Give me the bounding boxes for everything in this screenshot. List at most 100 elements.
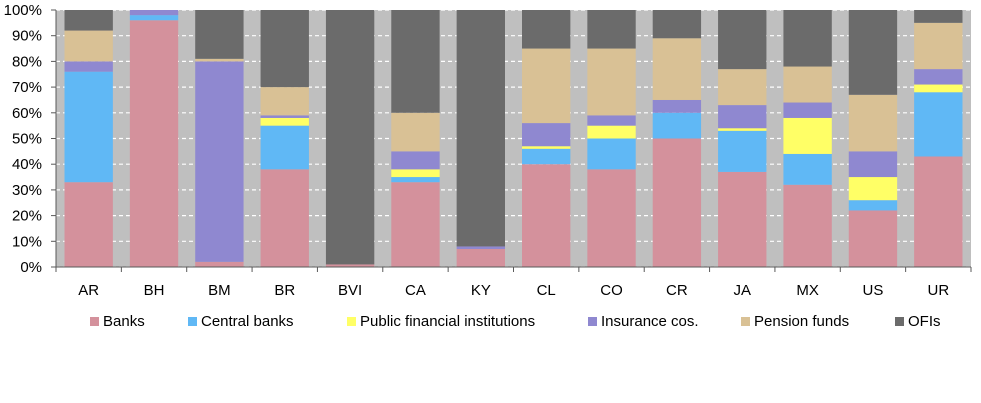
bar-segment-ofis: [64, 10, 113, 31]
bar-stack-cr: [652, 10, 702, 267]
bar-segment-public-financial-institutions: [718, 128, 767, 131]
bar-segment-public-financial-institutions: [914, 84, 963, 93]
bar-segment-insurance-cos: [260, 115, 309, 118]
bar-segment-ofis: [260, 10, 309, 88]
legend-item: Public financial institutions: [347, 313, 535, 330]
bar-segment-banks: [914, 156, 963, 267]
bar-stack-ja: [718, 10, 767, 267]
legend-swatch: [90, 317, 99, 326]
bar-segment-ofis: [391, 10, 440, 113]
bar-segment-banks: [718, 171, 767, 267]
y-axis: 0% 10% 20% 30% 40% 50% 60% 70% 80% 90% 100%: [4, 2, 57, 276]
bar-stack-bvi: [325, 10, 375, 267]
x-tick-label: CA: [405, 282, 426, 299]
bar-segment-banks: [325, 264, 375, 267]
bar-segment-banks: [783, 184, 832, 267]
bar-segment-central-banks: [129, 15, 179, 21]
bar-segment-central-banks: [914, 92, 963, 157]
y-tick-label: 50%: [12, 131, 42, 148]
bar-segment-banks: [848, 210, 898, 267]
bar-segment-central-banks: [522, 148, 571, 165]
legend-item: Insurance cos.: [588, 313, 699, 330]
bar-segment-public-financial-institutions: [587, 125, 636, 139]
bar-segment-pension-funds: [783, 66, 832, 103]
bar-segment-pension-funds: [522, 48, 571, 124]
bar-segment-pension-funds: [64, 30, 113, 62]
x-tick-label: BR: [274, 282, 295, 299]
bar-segment-banks: [64, 182, 113, 267]
bar-segment-pension-funds: [195, 58, 244, 62]
x-tick-label: KY: [471, 282, 491, 299]
x-tick-label: CL: [537, 282, 556, 299]
x-tick-label: CR: [666, 282, 688, 299]
legend-item: Central banks: [188, 313, 294, 330]
bar-segment-central-banks: [848, 200, 898, 211]
y-tick-label: 20%: [12, 208, 42, 225]
y-tick-label: 40%: [12, 156, 42, 173]
legend-label: Insurance cos.: [601, 313, 699, 330]
legend-label: Banks: [103, 313, 145, 330]
bar-stack-ky: [456, 10, 505, 267]
x-tick-label: MX: [796, 282, 819, 299]
bar-segment-pension-funds: [848, 94, 898, 152]
bar-segment-pension-funds: [260, 87, 309, 116]
y-tick-label: 60%: [12, 105, 42, 122]
bar-segment-ofis: [325, 10, 375, 265]
x-axis: AR BH BM BR BVI CA KY CL CO CR JA MX US UR: [55, 266, 972, 299]
bar-segment-ofis: [914, 10, 963, 23]
bar-segment-pension-funds: [914, 22, 963, 70]
bar-segment-pension-funds: [652, 38, 702, 100]
bar-segment-public-financial-institutions: [848, 177, 898, 201]
bar-segment-insurance-cos: [783, 102, 832, 118]
bar-segment-ofis: [456, 10, 505, 247]
bar-segment-central-banks: [587, 138, 636, 170]
bar-segment-banks: [195, 261, 244, 267]
x-tick-label: BVI: [338, 282, 362, 299]
bar-segment-ofis: [652, 10, 702, 39]
bar-segment-ofis: [522, 10, 571, 49]
bar-segment-central-banks: [260, 125, 309, 170]
legend-label: Public financial institutions: [360, 313, 535, 330]
x-tick-label: JA: [733, 282, 751, 299]
bar-segment-banks: [129, 20, 179, 268]
bar-segment-public-financial-institutions: [522, 146, 571, 149]
y-tick-label: 30%: [12, 182, 42, 199]
bar-segment-insurance-cos: [195, 61, 244, 262]
bar-segment-insurance-cos: [718, 105, 767, 129]
legend-swatch: [588, 317, 597, 326]
bar-segment-ofis: [195, 10, 244, 59]
bar-stack-bm: [195, 10, 244, 267]
x-tick-label: UR: [927, 282, 949, 299]
bar-stack-ar: [64, 10, 113, 267]
legend-label: OFIs: [908, 313, 941, 330]
legend-label: Pension funds: [754, 313, 849, 330]
x-tick-label: BH: [144, 282, 165, 299]
legend-swatch: [741, 317, 750, 326]
bar-segment-insurance-cos: [522, 123, 571, 147]
legend-item: Banks: [90, 313, 145, 330]
bar-segment-ofis: [783, 10, 832, 67]
bar-stack-ur: [914, 10, 963, 267]
bar-segment-insurance-cos: [391, 151, 440, 170]
legend-label: Central banks: [201, 313, 294, 330]
x-tick-label: AR: [78, 282, 99, 299]
bar-segment-banks: [391, 182, 440, 267]
x-tick-label: CO: [600, 282, 623, 299]
legend: Banks Central banks Public financial insti…: [90, 313, 941, 330]
bar-segment-insurance-cos: [848, 151, 898, 178]
y-tick-label: 90%: [12, 28, 42, 45]
legend-item: OFIs: [895, 313, 941, 330]
bar-segment-insurance-cos: [652, 99, 702, 113]
y-tick-label: 80%: [12, 53, 42, 70]
bar-segment-central-banks: [718, 130, 767, 172]
bar-segment-insurance-cos: [914, 69, 963, 85]
legend-swatch: [188, 317, 197, 326]
legend-swatch: [347, 317, 356, 326]
bar-segment-pension-funds: [391, 112, 440, 152]
bar-segment-public-financial-institutions: [260, 117, 309, 126]
y-tick-label: 100%: [4, 2, 42, 19]
y-tick-label: 70%: [12, 79, 42, 96]
bar-segment-insurance-cos: [456, 246, 505, 250]
bar-stack-mx: [783, 10, 832, 267]
